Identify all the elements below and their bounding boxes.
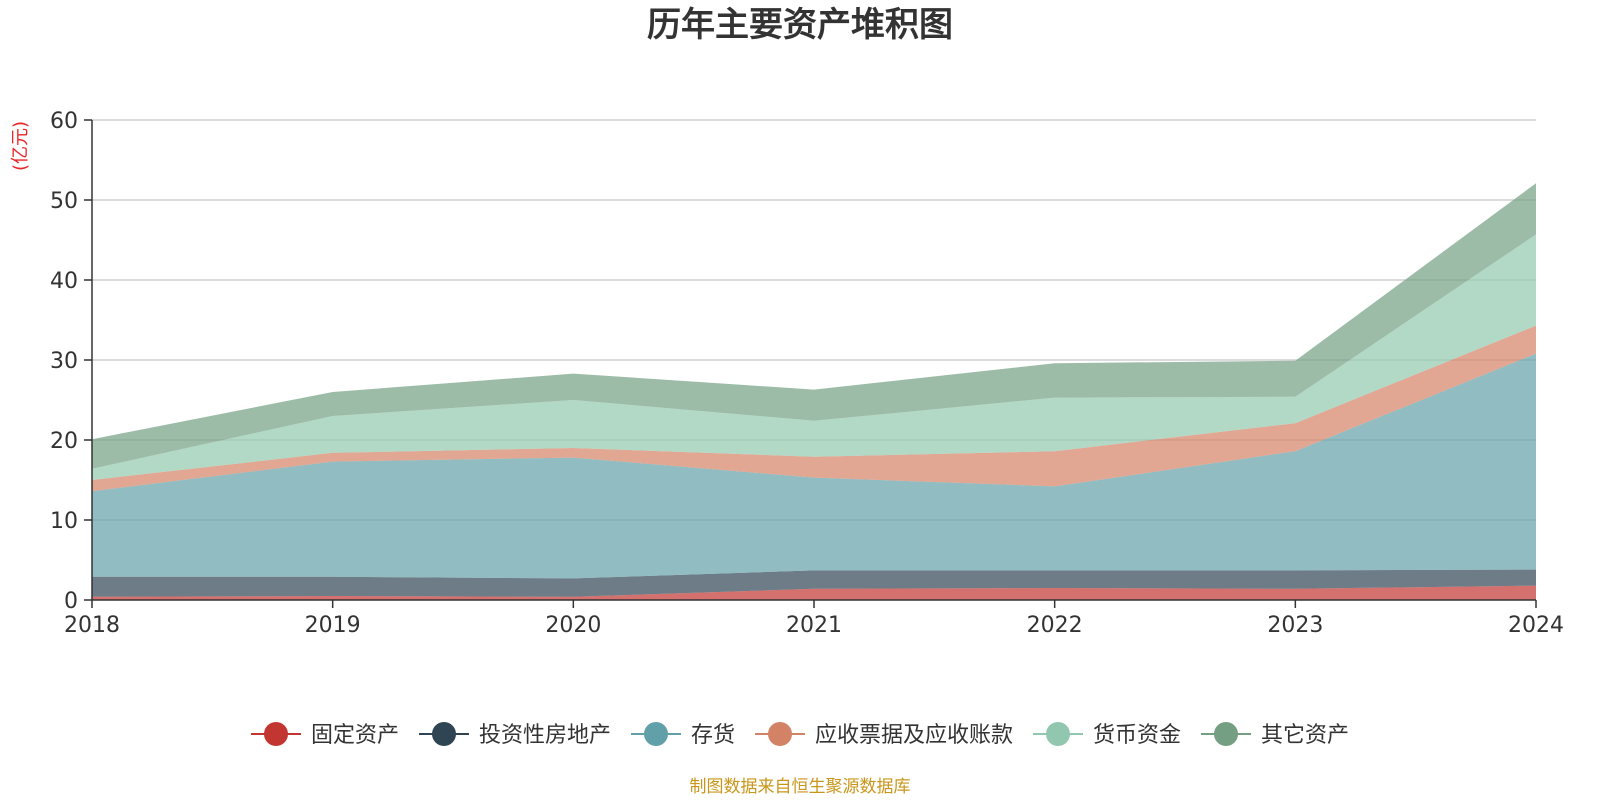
x-tick-label: 2023	[1267, 613, 1323, 638]
legend[interactable]: 固定资产 投资性房地产 存货 应收票据及应收账款 货币资金 其它资产	[251, 722, 1349, 748]
legend-marker	[1046, 722, 1070, 746]
y-tick-label: 50	[50, 189, 78, 214]
legend-marker	[264, 722, 288, 746]
legend-marker	[644, 722, 668, 746]
legend-label: 投资性房地产	[479, 723, 611, 748]
legend-item-4[interactable]: 货币资金	[1033, 722, 1181, 748]
legend-item-0[interactable]: 固定资产	[251, 722, 399, 748]
legend-label: 固定资产	[311, 723, 399, 748]
chart-title: 历年主要资产堆积图	[647, 5, 953, 45]
legend-label: 货币资金	[1093, 723, 1181, 748]
legend-item-3[interactable]: 应收票据及应收账款	[755, 722, 1013, 748]
legend-marker	[1214, 722, 1238, 746]
area-series-0[interactable]	[92, 585, 1536, 600]
y-tick-label: 10	[50, 509, 78, 534]
legend-label: 应收票据及应收账款	[815, 723, 1013, 748]
area-series-3[interactable]	[92, 325, 1536, 492]
area-series-4[interactable]	[92, 234, 1536, 480]
x-tick-label: 2020	[545, 613, 601, 638]
area-layer	[92, 183, 1536, 600]
x-tick-label: 2021	[786, 613, 842, 638]
axis-layer: 0 10 20 30 40 50 60 2018 2019 2020 2021 2022 2023 202…	[50, 109, 1564, 638]
y-tick-label: 20	[50, 429, 78, 454]
y-tick-label: 30	[50, 349, 78, 374]
legend-item-1[interactable]: 投资性房地产	[419, 722, 611, 748]
legend-item-5[interactable]: 其它资产	[1201, 722, 1349, 748]
area-series-5[interactable]	[92, 183, 1536, 469]
x-tick-label: 2018	[64, 613, 120, 638]
x-tick-label: 2024	[1508, 613, 1564, 638]
y-axis-unit-label: (亿元)	[10, 121, 31, 171]
legend-marker	[432, 722, 456, 746]
area-series-1[interactable]	[92, 569, 1536, 597]
y-tick-label: 40	[50, 269, 78, 294]
legend-label: 存货	[691, 723, 735, 748]
legend-marker	[768, 722, 792, 746]
x-tick-label: 2022	[1027, 613, 1083, 638]
y-tick-label: 0	[64, 589, 78, 614]
data-source-note: 制图数据来自恒生聚源数据库	[690, 777, 911, 797]
area-series-2[interactable]	[92, 353, 1536, 579]
y-tick-label: 60	[50, 109, 78, 134]
legend-item-2[interactable]: 存货	[631, 722, 735, 748]
legend-label: 其它资产	[1261, 723, 1349, 748]
x-tick-label: 2019	[305, 613, 361, 638]
